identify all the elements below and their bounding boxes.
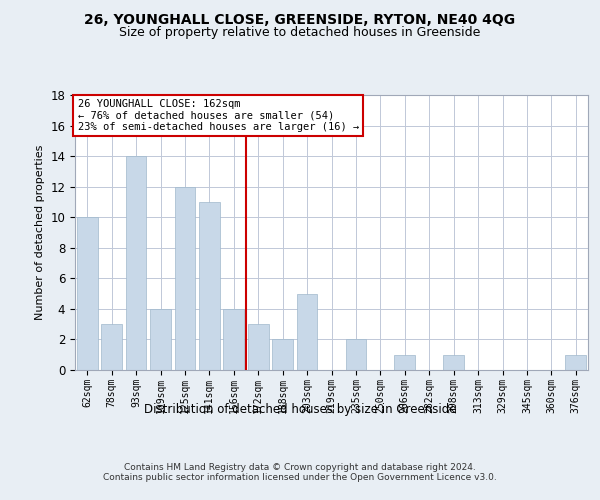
- Bar: [175, 186, 196, 370]
- Bar: [296, 294, 317, 370]
- Text: Size of property relative to detached houses in Greenside: Size of property relative to detached ho…: [119, 26, 481, 39]
- Text: 26, YOUNGHALL CLOSE, GREENSIDE, RYTON, NE40 4QG: 26, YOUNGHALL CLOSE, GREENSIDE, RYTON, N…: [85, 12, 515, 26]
- Text: 26 YOUNGHALL CLOSE: 162sqm
← 76% of detached houses are smaller (54)
23% of semi: 26 YOUNGHALL CLOSE: 162sqm ← 76% of deta…: [77, 99, 359, 132]
- Text: Distribution of detached houses by size in Greenside: Distribution of detached houses by size …: [144, 402, 456, 415]
- Bar: [346, 340, 367, 370]
- Bar: [565, 354, 586, 370]
- Bar: [101, 324, 122, 370]
- Bar: [272, 340, 293, 370]
- Bar: [125, 156, 146, 370]
- Bar: [150, 309, 171, 370]
- Bar: [394, 354, 415, 370]
- Text: Contains HM Land Registry data © Crown copyright and database right 2024.
Contai: Contains HM Land Registry data © Crown c…: [103, 462, 497, 482]
- Bar: [248, 324, 269, 370]
- Bar: [223, 309, 244, 370]
- Bar: [443, 354, 464, 370]
- Bar: [77, 217, 98, 370]
- Bar: [199, 202, 220, 370]
- Y-axis label: Number of detached properties: Number of detached properties: [35, 145, 45, 320]
